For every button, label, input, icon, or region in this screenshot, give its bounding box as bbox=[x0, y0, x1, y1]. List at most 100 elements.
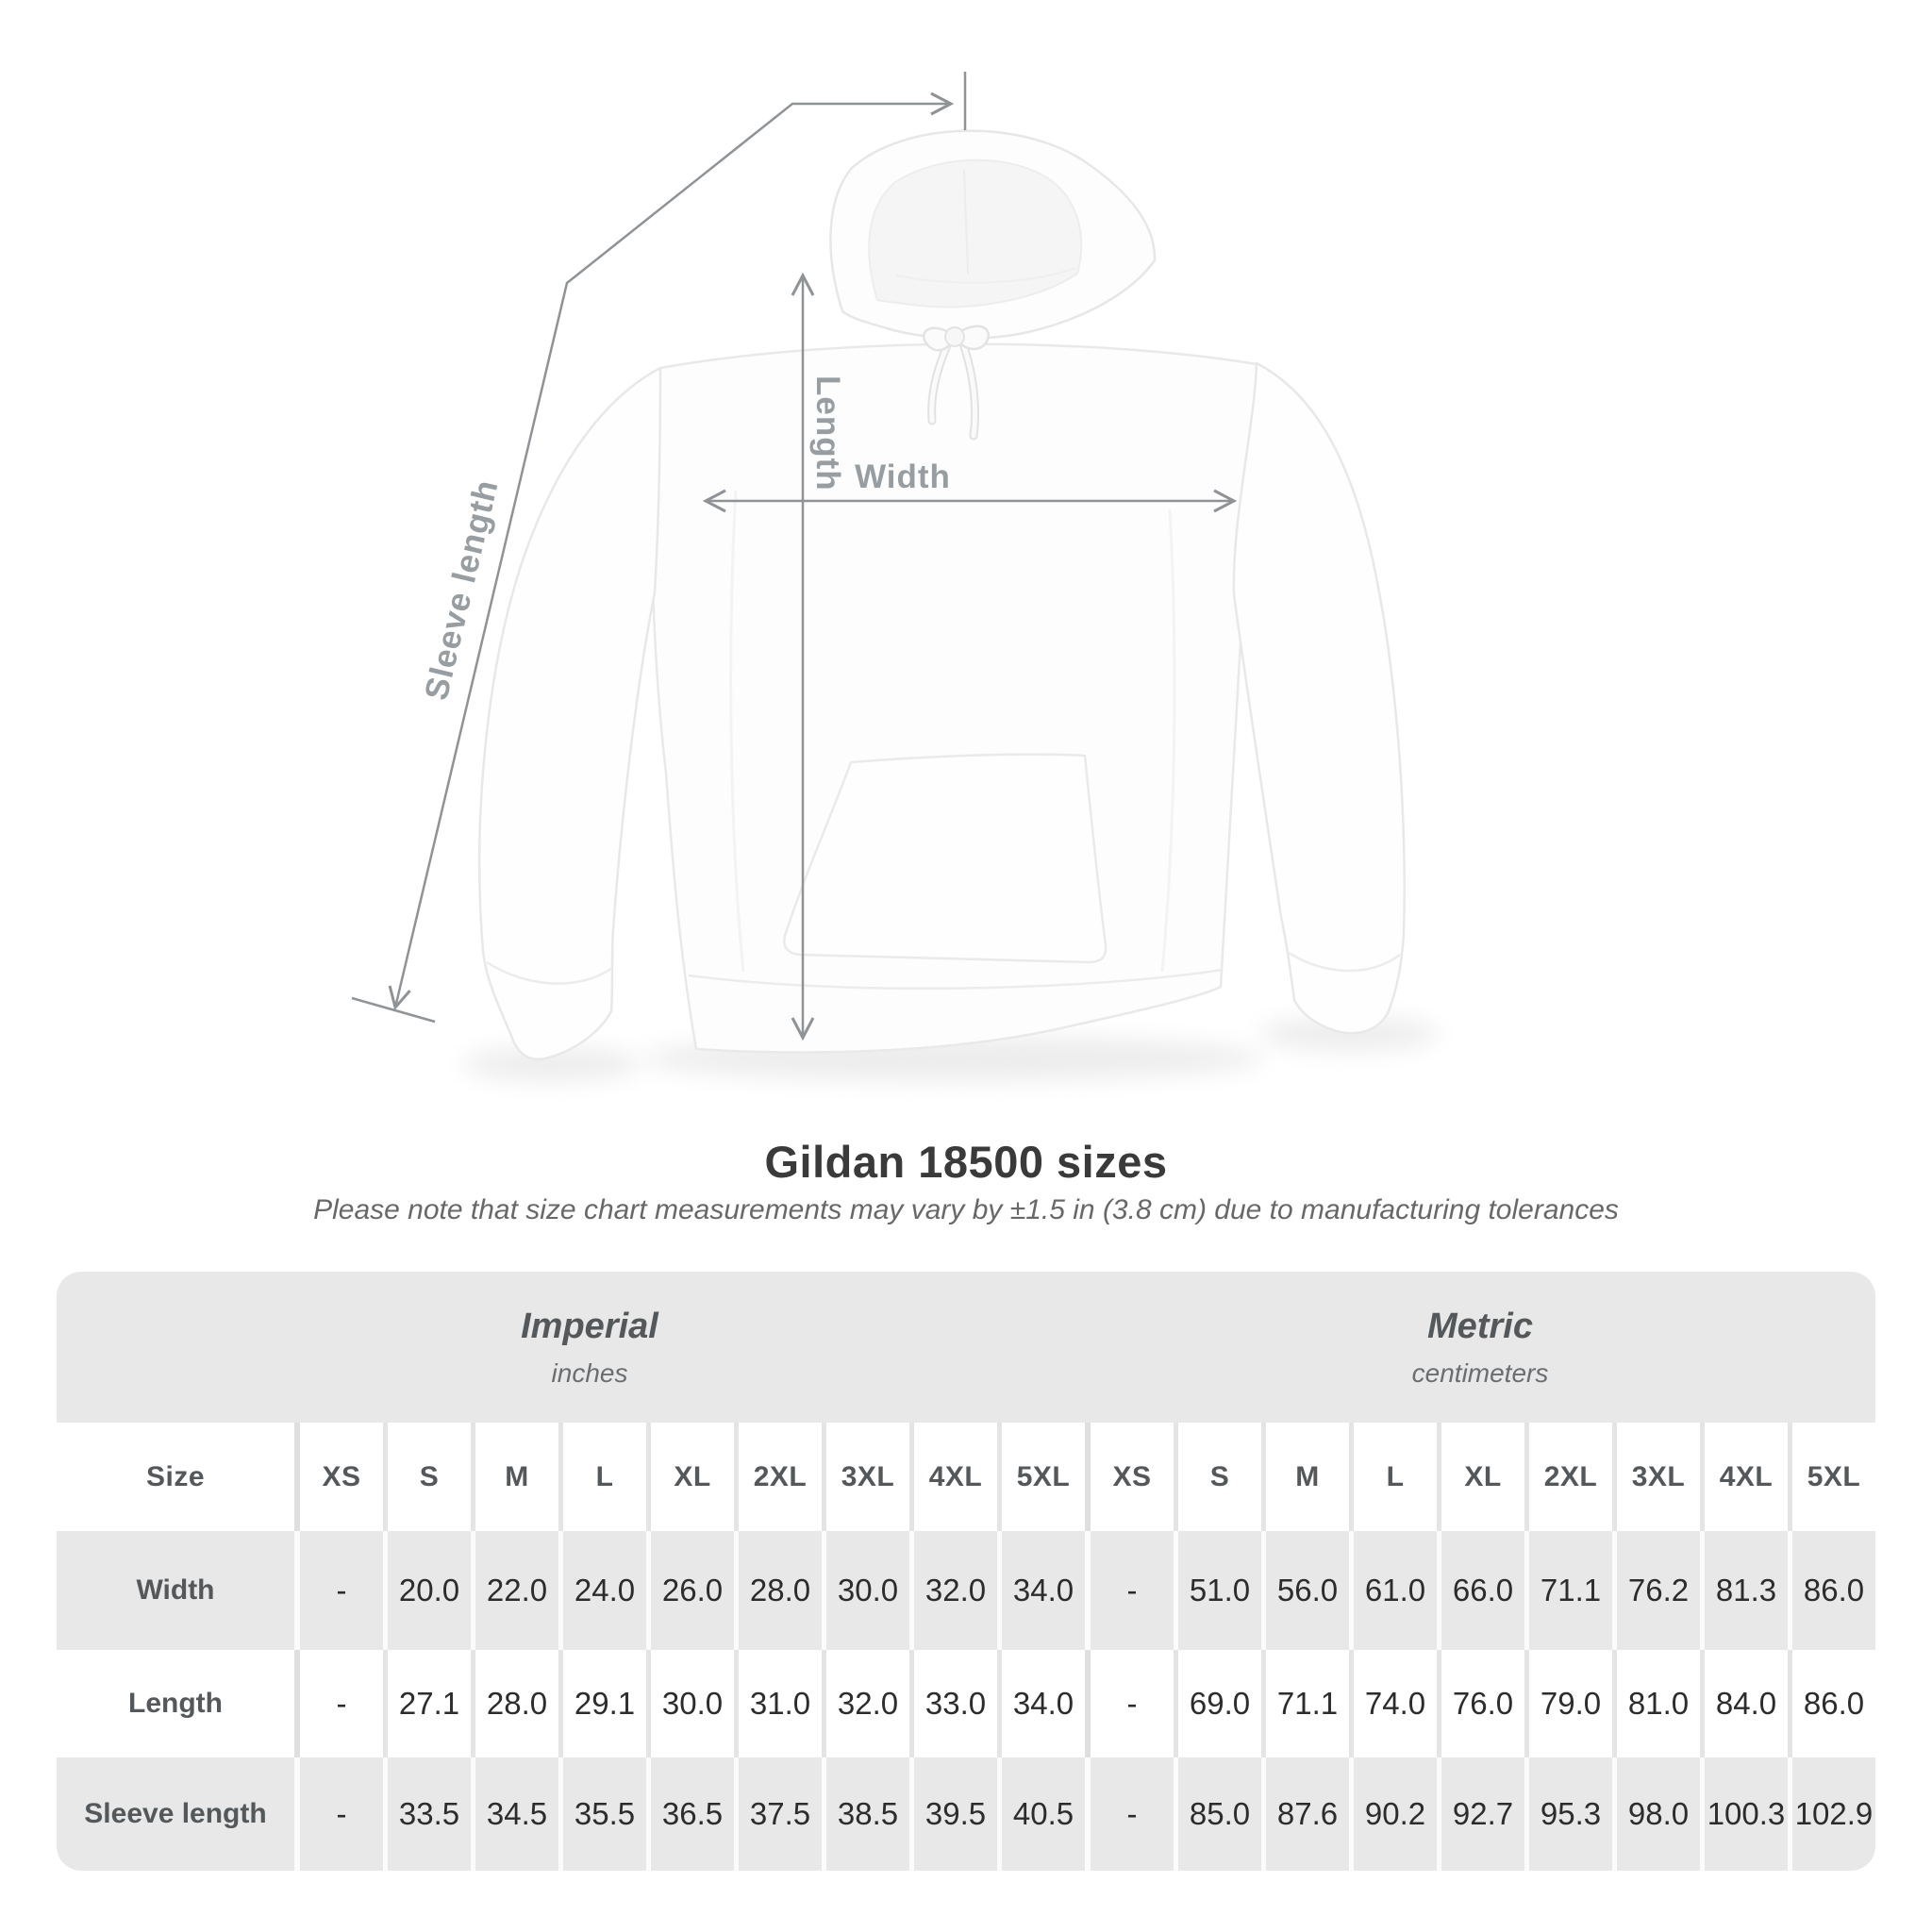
measurement-cell: 39.5 bbox=[914, 1757, 997, 1871]
divider bbox=[471, 1650, 475, 1757]
measurement-cell: 92.7 bbox=[1441, 1757, 1524, 1871]
unit-header-metric: Metric centimeters bbox=[1085, 1272, 1875, 1423]
measurement-cell: 34.5 bbox=[475, 1757, 558, 1871]
measurement-cell: 66.0 bbox=[1441, 1531, 1524, 1650]
divider bbox=[1700, 1531, 1705, 1650]
measurement-cell: 56.0 bbox=[1266, 1531, 1349, 1650]
measurement-cell: - bbox=[1091, 1650, 1174, 1757]
divider bbox=[997, 1757, 1002, 1871]
measurement-cell: 33.0 bbox=[914, 1650, 997, 1757]
imperial-label: Imperial bbox=[521, 1306, 658, 1346]
measurement-cell: 86.0 bbox=[1792, 1650, 1875, 1757]
divider bbox=[909, 1757, 914, 1871]
right-sleeve bbox=[1232, 361, 1406, 1035]
measurement-cell: 22.0 bbox=[475, 1531, 558, 1650]
unit-header-band: Imperial inches Metric centimeters bbox=[57, 1272, 1875, 1423]
dimension-lines bbox=[351, 72, 1234, 1038]
hood-lining bbox=[868, 158, 1083, 308]
divider bbox=[558, 1757, 563, 1871]
measurement-cell: 74.0 bbox=[1354, 1650, 1437, 1757]
divider bbox=[1700, 1423, 1705, 1531]
measurement-cell: 100.3 bbox=[1705, 1757, 1788, 1871]
measurement-cell: 85.0 bbox=[1178, 1757, 1261, 1871]
size-col-header: XS bbox=[300, 1423, 383, 1531]
size-col-header: 3XL bbox=[826, 1423, 909, 1531]
measurement-cell: 90.2 bbox=[1354, 1757, 1437, 1871]
page-title: Gildan 18500 sizes bbox=[764, 1137, 1168, 1187]
divider bbox=[558, 1650, 563, 1757]
measurement-cell: 71.1 bbox=[1529, 1531, 1612, 1650]
measurement-cell: 28.0 bbox=[475, 1650, 558, 1757]
section-divider bbox=[1085, 1531, 1091, 1650]
section-divider bbox=[1085, 1650, 1091, 1757]
divider bbox=[1174, 1531, 1178, 1650]
divider bbox=[1349, 1423, 1354, 1531]
divider bbox=[1349, 1531, 1354, 1650]
measurement-cell: 86.0 bbox=[1792, 1531, 1875, 1650]
measurement-cell: 36.5 bbox=[651, 1757, 734, 1871]
divider bbox=[734, 1650, 739, 1757]
hoodie-illustration: Sleeve length Length Width bbox=[351, 72, 1439, 1081]
measurement-cell: 27.1 bbox=[388, 1650, 471, 1757]
measurement-cell: 79.0 bbox=[1529, 1650, 1612, 1757]
divider bbox=[1612, 1650, 1617, 1757]
divider bbox=[1261, 1757, 1266, 1871]
sleeve-length-row: Sleeve length - 33.5 34.5 35.5 36.5 37.5… bbox=[57, 1757, 1875, 1871]
section-divider bbox=[1085, 1757, 1091, 1871]
divider bbox=[997, 1650, 1002, 1757]
measurement-cell: 51.0 bbox=[1178, 1531, 1261, 1650]
measurement-cell: 95.3 bbox=[1529, 1757, 1612, 1871]
size-col-header: 4XL bbox=[914, 1423, 997, 1531]
size-col-header: 2XL bbox=[739, 1423, 822, 1531]
divider bbox=[383, 1757, 388, 1871]
divider bbox=[471, 1423, 475, 1531]
divider bbox=[1524, 1423, 1529, 1531]
measurement-cell: - bbox=[300, 1757, 383, 1871]
size-col-header: XL bbox=[1441, 1423, 1524, 1531]
row-label: Sleeve length bbox=[57, 1757, 294, 1871]
divider bbox=[1174, 1423, 1178, 1531]
size-col-header: XL bbox=[651, 1423, 734, 1531]
divider bbox=[383, 1650, 388, 1757]
measurement-cell: 61.0 bbox=[1354, 1531, 1437, 1650]
size-col-header: 5XL bbox=[1002, 1423, 1085, 1531]
measurement-cell: 28.0 bbox=[739, 1531, 822, 1650]
size-col-header: 5XL bbox=[1792, 1423, 1875, 1531]
divider bbox=[1261, 1423, 1266, 1531]
divider bbox=[471, 1757, 475, 1871]
divider bbox=[1524, 1650, 1529, 1757]
measurement-cell: 76.2 bbox=[1617, 1531, 1700, 1650]
fabric-crease bbox=[1160, 508, 1176, 973]
measurement-cell: 26.0 bbox=[651, 1531, 734, 1650]
measurement-cell: - bbox=[300, 1531, 383, 1650]
measurement-cell: 76.0 bbox=[1441, 1650, 1524, 1757]
divider bbox=[383, 1531, 388, 1650]
divider bbox=[294, 1423, 300, 1531]
width-row: Width - 20.0 22.0 24.0 26.0 28.0 30.0 32… bbox=[57, 1531, 1875, 1650]
divider bbox=[1788, 1531, 1792, 1650]
divider bbox=[734, 1423, 739, 1531]
divider bbox=[1349, 1650, 1354, 1757]
measurement-cell: 34.0 bbox=[1002, 1650, 1085, 1757]
divider bbox=[909, 1423, 914, 1531]
measurement-cell: 35.5 bbox=[563, 1757, 646, 1871]
sleeve-length-dimension-line bbox=[395, 104, 951, 1008]
size-header-row: Size XS S M L XL 2XL 3XL 4XL 5XL XS S M bbox=[57, 1423, 1875, 1531]
right-cuff-seam bbox=[1288, 951, 1401, 973]
left-sleeve bbox=[478, 366, 662, 1061]
divider bbox=[1700, 1757, 1705, 1871]
imperial-unit: inches bbox=[551, 1357, 628, 1388]
size-table: Imperial inches Metric centimeters Size … bbox=[57, 1272, 1875, 1871]
divider bbox=[646, 1757, 651, 1871]
measurement-cell: 37.5 bbox=[739, 1757, 822, 1871]
size-col-header: L bbox=[1354, 1423, 1437, 1531]
divider bbox=[1612, 1423, 1617, 1531]
size-col-header: M bbox=[1266, 1423, 1349, 1531]
measurement-cell: 84.0 bbox=[1705, 1650, 1788, 1757]
divider bbox=[1524, 1757, 1529, 1871]
divider bbox=[558, 1531, 563, 1650]
measurement-cell: - bbox=[300, 1650, 383, 1757]
divider bbox=[1174, 1757, 1178, 1871]
divider bbox=[822, 1531, 826, 1650]
size-col-header: 4XL bbox=[1705, 1423, 1788, 1531]
